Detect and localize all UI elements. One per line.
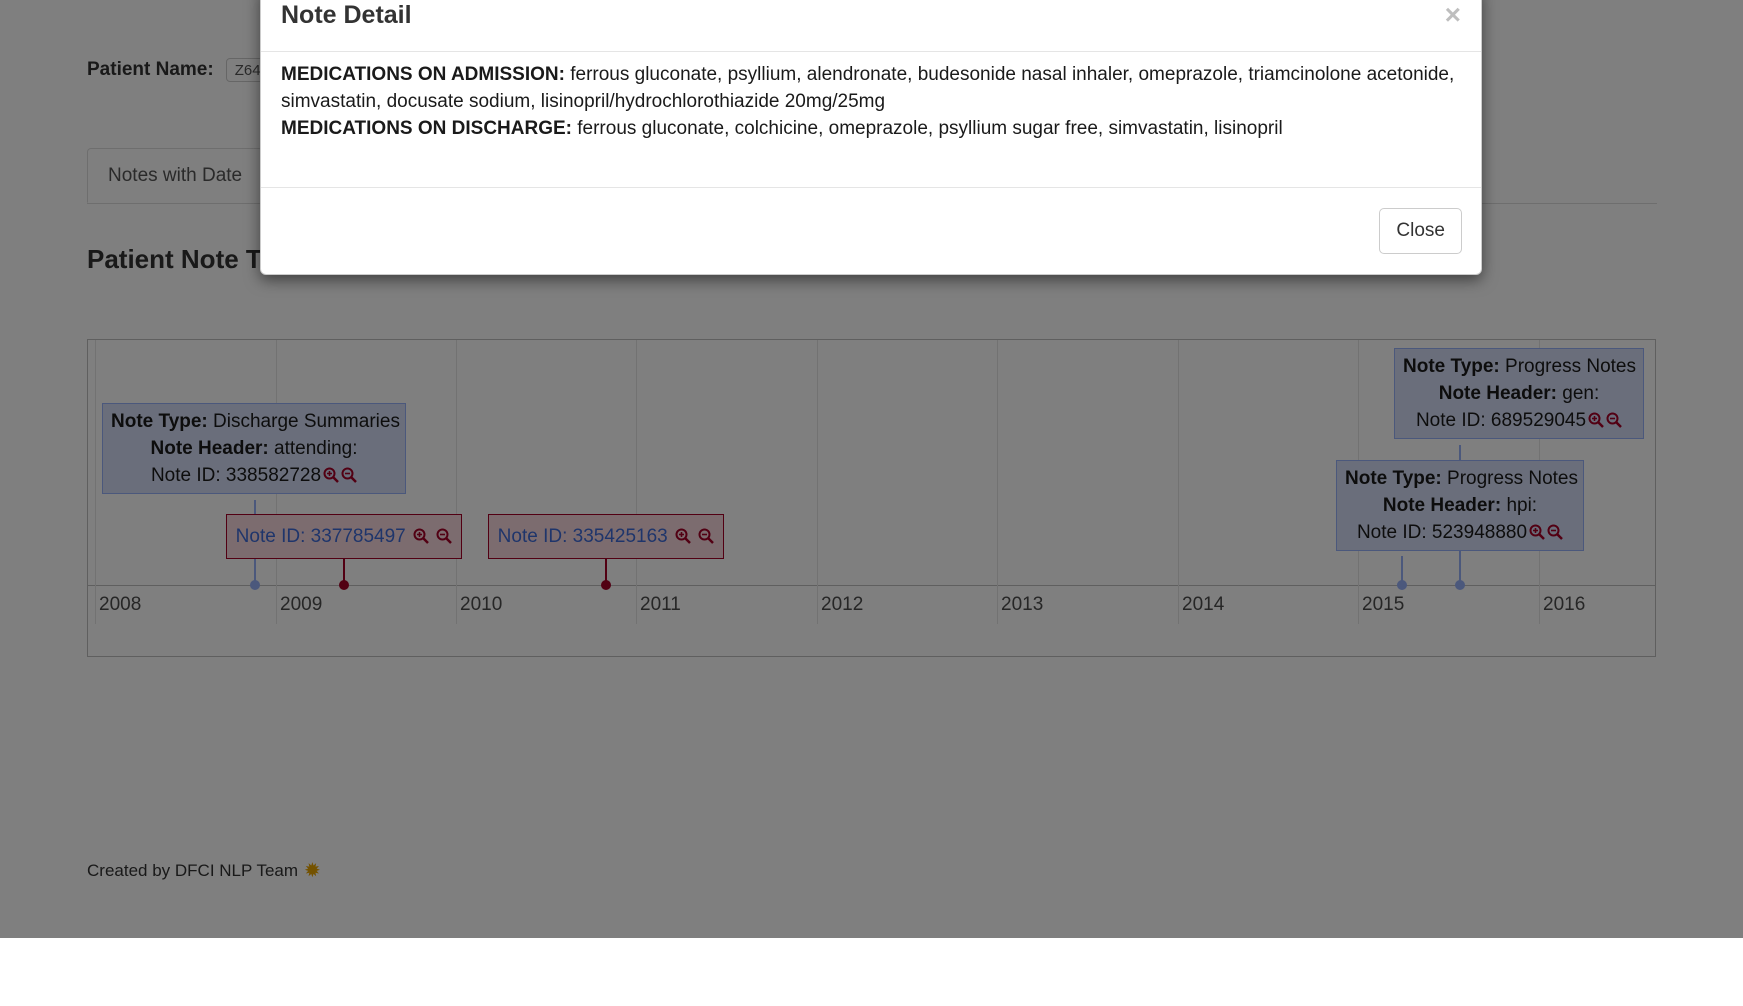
close-icon[interactable]: × [1444, 0, 1461, 30]
discharge-label: MEDICATIONS ON DISCHARGE: [281, 118, 572, 139]
admission-medications: MEDICATIONS ON ADMISSION: ferrous glucon… [281, 61, 1461, 115]
modal-title: Note Detail [281, 1, 412, 29]
note-detail-modal: Note Detail × MEDICATIONS ON ADMISSION: … [260, 0, 1482, 275]
discharge-medications: MEDICATIONS ON DISCHARGE: ferrous glucon… [281, 115, 1461, 142]
discharge-text: ferrous gluconate, colchicine, omeprazol… [571, 118, 1283, 139]
modal-header: Note Detail × [261, 0, 1481, 52]
admission-text: ferrous gluconate, psyllium, alendronate… [281, 64, 1455, 112]
close-button[interactable]: Close [1379, 208, 1462, 254]
modal-body: MEDICATIONS ON ADMISSION: ferrous glucon… [281, 61, 1461, 142]
admission-label: MEDICATIONS ON ADMISSION: [281, 64, 565, 85]
modal-footer: Close [261, 187, 1481, 276]
